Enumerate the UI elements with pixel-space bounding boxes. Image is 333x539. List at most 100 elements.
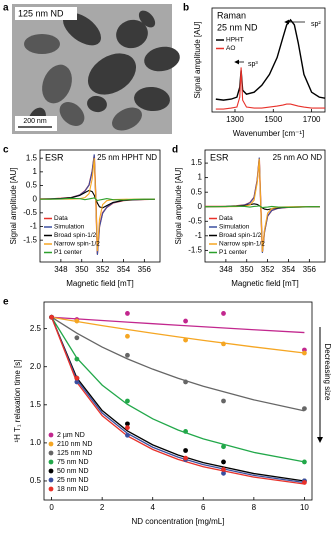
x-tick-label: 1300 xyxy=(226,115,244,124)
annotation: Decreasing size xyxy=(323,344,332,401)
legend-label: Data xyxy=(219,215,233,222)
particle xyxy=(87,53,137,95)
legend-label: AO xyxy=(226,45,235,52)
legend-label: 125 nm ND xyxy=(57,450,92,457)
legend-swatch xyxy=(48,477,54,483)
legend-label: 75 nm ND xyxy=(57,459,89,466)
y-tick-label: 2.5 xyxy=(30,324,42,333)
legend-label: 2 µm ND xyxy=(57,432,85,439)
y-axis-label: Signal amplitude [AU] xyxy=(9,168,18,245)
data-point xyxy=(183,379,188,385)
x-tick-label: 6 xyxy=(201,503,206,512)
data-point xyxy=(125,432,130,438)
plot-frame xyxy=(211,7,326,113)
series-line xyxy=(215,67,325,110)
legend-label: 25 nm ND xyxy=(57,477,89,484)
x-tick-label: 4 xyxy=(150,503,155,512)
data-point xyxy=(125,352,130,358)
x-axis-label: Magnetic field [mT] xyxy=(66,279,134,288)
panel-label: e xyxy=(3,297,9,308)
y-tick-label: -1 xyxy=(30,222,38,231)
chart-title: Raman xyxy=(217,10,246,20)
plot-frame xyxy=(43,301,313,501)
y-axis-label: Signal amplitude [AU] xyxy=(174,168,183,245)
x-tick-label: 354 xyxy=(282,265,296,274)
particle xyxy=(112,107,142,131)
data-point xyxy=(302,406,307,412)
data-point xyxy=(74,356,80,362)
y-tick-label: -1.5 xyxy=(188,245,202,254)
data-point xyxy=(221,470,226,476)
panel-label: d xyxy=(172,145,178,156)
x-tick-label: 1700 xyxy=(303,115,321,124)
legend-label: Simulation xyxy=(219,224,250,231)
legend-label: Data xyxy=(54,215,68,222)
data-point xyxy=(183,455,188,461)
data-point xyxy=(74,335,80,341)
y-tick-label: 1.5 xyxy=(191,158,203,167)
panel-label: b xyxy=(183,3,189,14)
data-point xyxy=(221,341,226,347)
data-point xyxy=(221,459,226,465)
chart-subtitle: 25 nm HPHT ND xyxy=(97,153,157,162)
particle xyxy=(59,102,85,126)
legend-label: Broad spin-1/2 xyxy=(54,232,97,239)
y-tick-label: 1.5 xyxy=(26,153,38,162)
y-tick-label: -1.5 xyxy=(23,235,37,244)
particle xyxy=(138,10,156,28)
annotation: sp² xyxy=(311,21,321,28)
legend-label: Narrow spin-1/2 xyxy=(219,241,265,248)
x-tick-label: 10 xyxy=(300,503,309,512)
fit-line xyxy=(51,316,305,354)
data-point xyxy=(221,467,226,472)
legend-label: Narrow spin-1/2 xyxy=(54,241,100,248)
y-tick-label: -1 xyxy=(195,231,203,240)
y-tick-label: 1 xyxy=(33,167,38,176)
x-tick-label: 352 xyxy=(96,265,110,274)
x-tick-label: 350 xyxy=(240,265,254,274)
data-point xyxy=(183,429,188,434)
y-tick-label: 0.5 xyxy=(30,476,42,485)
legend-label: Broad spin-1/2 xyxy=(219,232,262,239)
x-tick-label: 356 xyxy=(138,265,152,274)
legend-swatch xyxy=(48,468,54,474)
fit-line xyxy=(50,316,305,485)
data-point xyxy=(125,311,130,316)
x-axis-label: Magnetic field [mT] xyxy=(231,279,299,288)
data-point xyxy=(49,314,54,320)
data-point xyxy=(302,459,307,465)
legend-label: P1 center xyxy=(54,249,83,256)
x-tick-label: 8 xyxy=(252,503,257,512)
legend-label: HPHT xyxy=(226,37,244,44)
data-point xyxy=(74,318,80,324)
data-point xyxy=(183,337,188,343)
data-point xyxy=(125,333,130,339)
y-tick-label: 1.0 xyxy=(30,438,42,447)
data-point xyxy=(125,421,130,427)
y-tick-label: 0.5 xyxy=(191,187,203,196)
annotation: sp³ xyxy=(248,61,258,68)
x-tick-label: 348 xyxy=(54,265,68,274)
data-point xyxy=(302,350,307,356)
x-tick-label: 0 xyxy=(49,503,54,512)
particle xyxy=(87,95,107,113)
legend-swatch xyxy=(48,459,54,465)
fit-line xyxy=(51,316,305,334)
data-point xyxy=(183,448,188,453)
x-tick-label: 352 xyxy=(261,265,275,274)
chart-subtitle: 25 nm ND xyxy=(217,22,258,32)
series-line xyxy=(40,197,155,202)
fit-line xyxy=(50,316,305,482)
fit-line xyxy=(51,316,305,463)
chart-title: ESR xyxy=(210,152,229,162)
title-box xyxy=(15,7,77,20)
legend-label: Simulation xyxy=(54,224,85,231)
y-tick-label: 0 xyxy=(198,202,203,211)
data-point xyxy=(125,398,130,404)
y-tick-label: 1.5 xyxy=(30,400,42,409)
particle xyxy=(63,12,101,46)
panel-label: a xyxy=(3,3,9,14)
legend-label: P1 center xyxy=(219,249,248,256)
scale-label: 200 nm xyxy=(23,118,47,125)
x-axis-label: ND concentration [mg/mL] xyxy=(132,517,225,526)
